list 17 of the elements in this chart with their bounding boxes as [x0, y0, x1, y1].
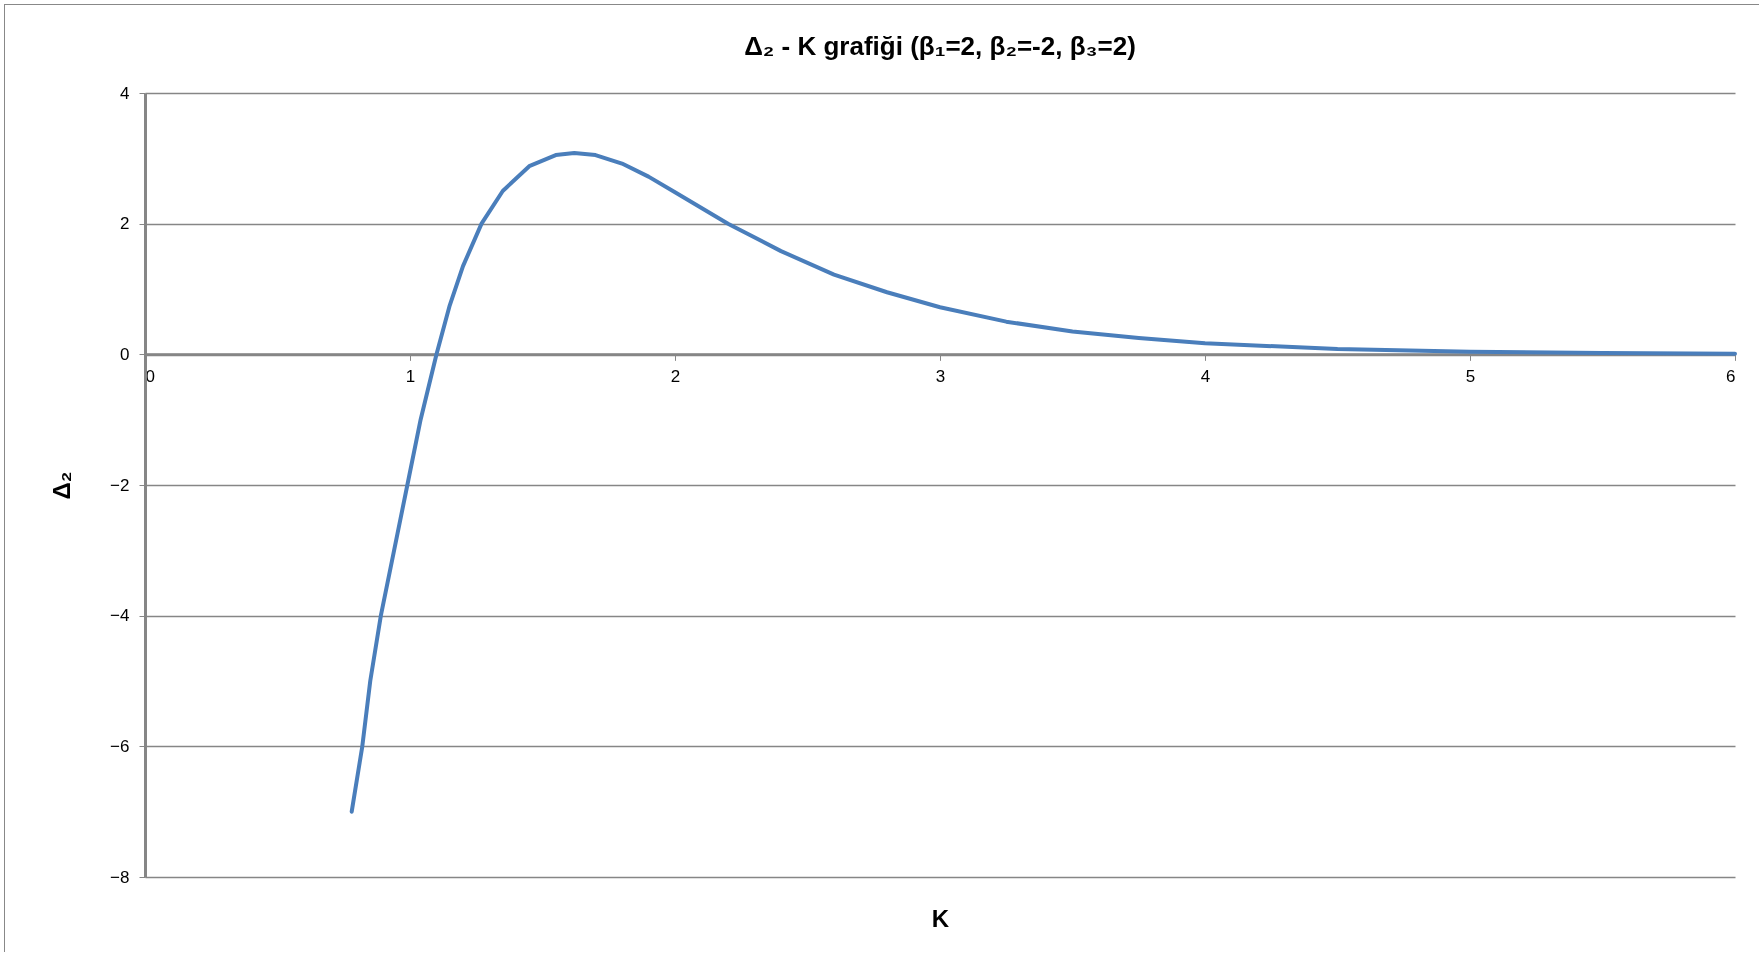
x-tick-label: 6 [1726, 366, 1736, 386]
chart-title: Δ₂ - K grafiği (β₁=2, β₂=-2, β₃=2) [744, 31, 1136, 61]
y-tick-label: −4 [110, 606, 130, 626]
line-series [349, 151, 1737, 814]
x-axis-title: K [931, 904, 950, 932]
y-tick-label: −2 [110, 475, 130, 495]
x-tick-label: 2 [670, 366, 681, 386]
y-tick-label: −6 [110, 736, 130, 756]
x-tick-label: 4 [1200, 366, 1211, 386]
y-tick-label: 2 [120, 214, 130, 234]
y-tick-label: 4 [120, 83, 130, 103]
x-tick-label: 1 [405, 366, 416, 386]
y-tick-label: −8 [110, 867, 130, 887]
y-tick-label: 0 [120, 344, 130, 364]
x-tick-label: 5 [1465, 366, 1476, 386]
x-tick-label: 3 [935, 366, 946, 386]
y-axis-title: Δ₂ [48, 471, 76, 500]
